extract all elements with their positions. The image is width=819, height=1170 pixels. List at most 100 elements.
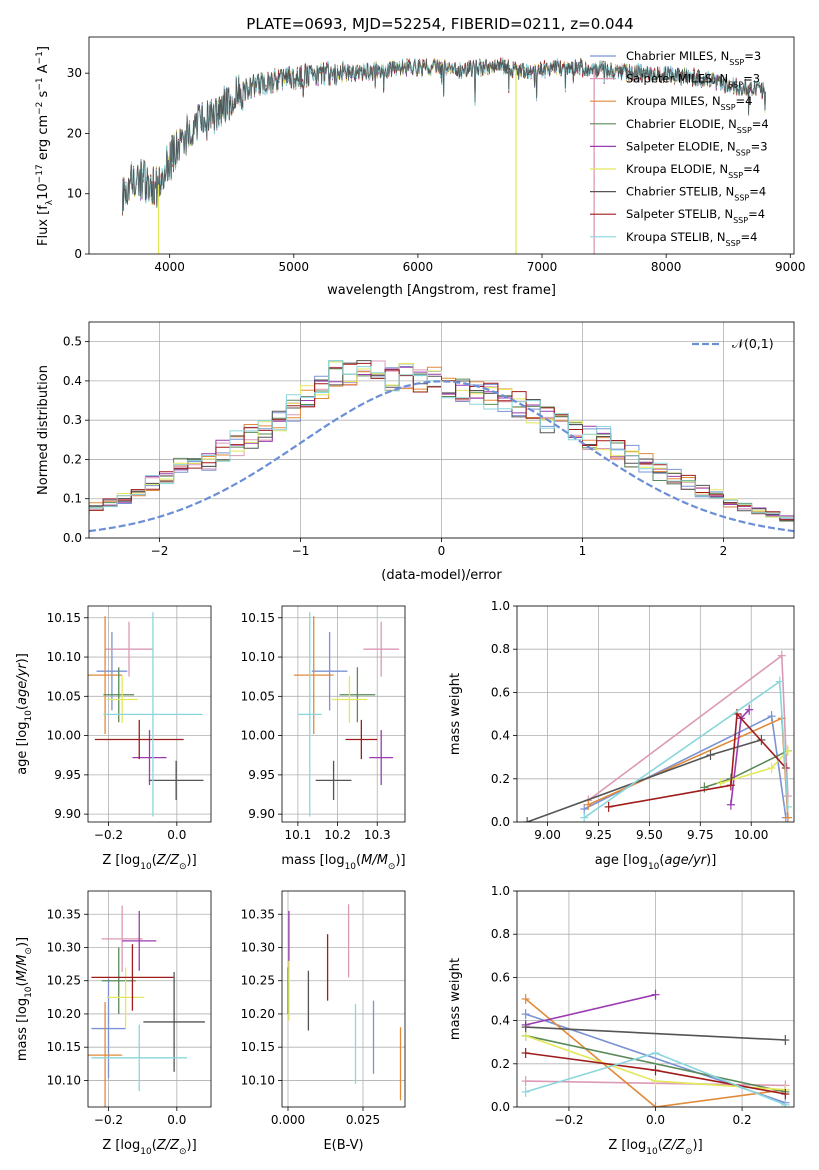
label-part: ( <box>15 981 30 986</box>
x-tick-label: 0.2 <box>733 1113 752 1127</box>
y-tick-label: 10.05 <box>47 689 81 703</box>
plot-area <box>521 989 790 1107</box>
y-axis-label: Flux [fλ10−17 erg cm−2 s−1 A−1] <box>35 46 55 246</box>
label-part: Salpeter ELODIE, N <box>626 139 736 153</box>
label-part: SSP <box>736 148 751 157</box>
y-tick-label: 10.10 <box>47 650 81 664</box>
y-tick-label: 10.15 <box>241 611 275 625</box>
label-part: Chabrier ELODIE, N <box>626 117 737 131</box>
weight-line <box>525 998 786 1107</box>
label-part: mass [log <box>15 998 30 1061</box>
label-part: )] <box>706 853 716 868</box>
y-tick-label: 10.30 <box>47 940 81 954</box>
label-part: SSP <box>733 216 748 225</box>
label-part: Chabrier STELIB, N <box>626 185 734 199</box>
gaussian-curve <box>89 380 794 533</box>
histogram-step <box>89 366 794 523</box>
label-part: Flux [f <box>36 205 51 246</box>
label-part: ] <box>36 46 51 51</box>
y-tick-label: 10.35 <box>241 907 275 921</box>
axes-frame <box>281 605 406 823</box>
y-tick-label: 10.10 <box>241 650 275 664</box>
x-tick-label: −2 <box>151 544 169 558</box>
x-tick-label: 0.0 <box>167 1113 186 1127</box>
label-part: ( <box>659 853 664 868</box>
y-tick-label: 0.3 <box>63 413 82 427</box>
histogram-step <box>89 363 794 523</box>
plot-area <box>88 905 205 1107</box>
label-part: 10 <box>345 862 357 872</box>
plot-area <box>89 360 794 533</box>
y-tick-label: 10.20 <box>241 1007 275 1021</box>
label-part: =3 <box>744 49 761 63</box>
spectrum-panel: 4000 5000 6000 7000 8000 9000 0 10 20 30 wavelengt… <box>35 36 806 298</box>
label-part: Z/Z <box>662 1138 686 1153</box>
y-tick-label: 10.35 <box>47 907 81 921</box>
legend-label: Chabrier ELODIE, NSSP=4 <box>626 117 769 135</box>
spectrum-line <box>122 57 766 213</box>
x-tick-label: 2 <box>720 544 728 558</box>
label-part: ⊙ <box>685 1147 693 1157</box>
figure-title: PLATE=0693, MJD=52254, FIBERID=0211, z=0… <box>246 15 633 33</box>
y-tick-label: 10.10 <box>241 1073 275 1087</box>
y-tick-label: 1.0 <box>491 884 510 898</box>
label-part: SSP <box>721 103 736 112</box>
x-tick-label: 9.75 <box>687 828 714 842</box>
label-part: =3 <box>751 139 768 153</box>
x-axis-label: Z [log10(Z/Z⊙)] <box>102 1138 196 1157</box>
x-tick-label: 0.025 <box>346 1113 380 1127</box>
x-tick-label: 0 <box>438 544 446 558</box>
legend-label: Kroupa STELIB, NSSP=4 <box>626 230 757 248</box>
y-tick-label: 10 <box>67 187 82 201</box>
y-tick-label: 0.0 <box>491 815 510 829</box>
label-part: ⊙ <box>179 862 187 872</box>
x-tick-label: 6000 <box>403 260 434 274</box>
label-part: Z [log <box>608 1138 646 1153</box>
label-part: =4 <box>741 230 758 244</box>
label-part: =4 <box>749 185 766 199</box>
label-part: SSP <box>728 80 743 89</box>
plot-area <box>88 612 204 817</box>
y-tick-label: 10.20 <box>47 1007 81 1021</box>
y-tick-label: 0.6 <box>491 970 510 984</box>
weight-line <box>608 712 787 808</box>
axes-frame <box>88 36 795 255</box>
y-axis-label: mass weight <box>448 673 463 755</box>
label-part: ( <box>15 705 30 710</box>
plot-area <box>121 57 767 254</box>
y-tick-label: 0.5 <box>63 335 82 349</box>
axes-frame <box>516 890 795 1108</box>
label-part: Salpeter MILES, N <box>626 72 728 86</box>
y-axis-label: Normed distribution <box>36 365 51 495</box>
label-part: Salpeter STELIB, N <box>626 207 733 221</box>
label-part: ( <box>356 853 361 868</box>
x-tick-label: −1 <box>292 544 310 558</box>
x-tick-label: 9000 <box>775 260 806 274</box>
x-tick-label: 5000 <box>279 260 310 274</box>
label-part: erg cm <box>36 115 51 164</box>
label-part: Z/Z <box>156 1138 180 1153</box>
x-tick-label: 10.00 <box>734 828 768 842</box>
label-part: ⊙ <box>24 947 34 955</box>
x-tick-label: 9.25 <box>585 828 612 842</box>
y-axis-label: mass weight <box>448 958 463 1040</box>
x-tick-label: 10.2 <box>324 828 351 842</box>
ebv-mass-panel: 0.000 0.025 10.10 10.15 10.20 10.25 10.30 10.35… <box>241 890 406 1153</box>
x-tick-label: 0.000 <box>271 1113 305 1127</box>
x-axis-label: mass [log10(M/M⊙)] <box>281 853 405 872</box>
label-part: M/M <box>361 853 388 868</box>
label-part: Chabrier MILES, N <box>626 49 729 63</box>
legend-label: Chabrier STELIB, NSSP=4 <box>626 185 766 203</box>
legend-label: Salpeter STELIB, NSSP=4 <box>626 207 765 225</box>
label-part: 10 <box>24 710 34 722</box>
label-part: E(B-V) <box>323 1138 363 1153</box>
label-part: SSP <box>737 125 752 134</box>
y-tick-label: 10.15 <box>47 611 81 625</box>
y-tick-label: 9.90 <box>54 807 81 821</box>
plot-area <box>293 612 400 817</box>
histogram-step <box>89 360 794 524</box>
label-part: age/yr <box>15 662 30 705</box>
legend-label: Kroupa MILES, NSSP=4 <box>626 94 752 112</box>
y-tick-label: 0.6 <box>491 685 510 699</box>
